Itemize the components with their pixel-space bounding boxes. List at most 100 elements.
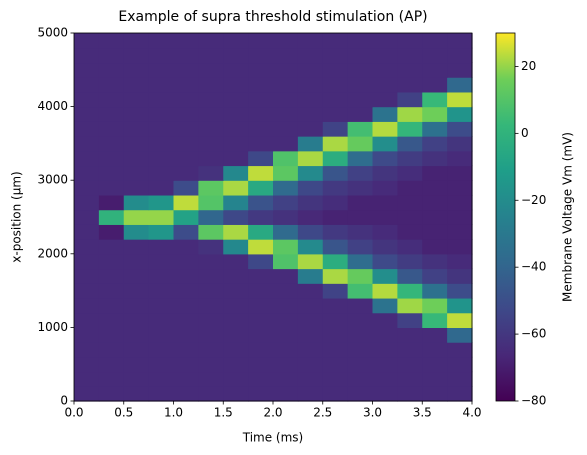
heatmap-cell [248,268,274,284]
heatmap-cell [173,253,199,270]
heatmap-cell [123,209,150,225]
heatmap-cell [347,165,374,181]
heatmap-cell [173,165,199,181]
heatmap-cell [273,150,299,167]
heatmap-cell [447,371,473,387]
heatmap-cell [397,209,423,225]
x-tick-label: 1.0 [164,406,183,420]
heatmap-cell [248,77,274,93]
heatmap-cell [447,253,473,270]
y-axis-label: x-position (µm) [10,171,24,262]
heatmap-cell [123,239,150,255]
heatmap-cell [322,283,349,299]
heatmap-cell [347,386,374,402]
heatmap-cell [173,136,199,152]
heatmap-cell [198,327,224,343]
heatmap-cell [148,62,175,78]
heatmap-cell [98,268,125,284]
heatmap-cell [223,239,249,255]
heatmap-cell [372,283,398,299]
heatmap-cell [447,224,473,240]
heatmap-cell [123,136,150,152]
heatmap-cell [98,209,125,225]
heatmap-cell [347,239,374,255]
heatmap-cell [422,283,448,299]
heatmap-cell [223,224,249,240]
heatmap-cell [148,283,175,299]
heatmap-cell [74,150,100,167]
heatmap-cell [223,386,249,402]
heatmap-cell [297,194,324,211]
heatmap-cell [372,371,398,387]
heatmap-cell [148,136,175,152]
heatmap-cell [173,47,199,64]
heatmap-cell [123,297,150,314]
x-tick-label: 2.0 [263,406,282,420]
heatmap-cell [223,47,249,64]
heatmap-cell [273,283,299,299]
heatmap-cell [173,239,199,255]
heatmap-cell [372,342,398,358]
heatmap-cell [223,312,249,328]
heatmap-cell [372,194,398,211]
heatmap-cell [123,77,150,93]
heatmap-cell [273,253,299,270]
heatmap-cell [322,62,349,78]
heatmap-cell [447,239,473,255]
heatmap-cell [198,165,224,181]
heatmap-cell [173,297,199,314]
heatmap-cell [322,386,349,402]
heatmap-cell [273,312,299,328]
heatmap-cell [347,342,374,358]
heatmap-cell [447,47,473,64]
heatmap-cell [98,386,125,402]
heatmap-cell [322,91,349,108]
heatmap-cell [422,77,448,93]
heatmap-cell [148,312,175,328]
heatmap-cell [322,371,349,387]
heatmap-cell [422,239,448,255]
heatmap-cell [297,62,324,78]
heatmap-cell [273,91,299,108]
heatmap-cell [98,342,125,358]
heatmap-cell [248,224,274,240]
heatmap-cell [397,356,423,373]
heatmap-cell [198,356,224,373]
heatmap-cell [397,47,423,64]
heatmap-cell [322,150,349,167]
heatmap-cell [422,91,448,108]
heatmap-cell [123,327,150,343]
x-tick-label: 1.5 [214,406,233,420]
heatmap-cell [148,297,175,314]
heatmap-cell [148,356,175,373]
heatmap-cell [98,150,125,167]
heatmap-cell [123,253,150,270]
heatmap-cell [422,33,448,49]
heatmap-cell [297,239,324,255]
heatmap-cell [397,239,423,255]
x-tick-label: 2.5 [313,406,332,420]
heatmap-cell [273,327,299,343]
heatmap-cell [98,224,125,240]
heatmap-cell [273,165,299,181]
heatmap-cell [248,180,274,196]
heatmap-cell [297,209,324,225]
heatmap-cell [297,180,324,196]
heatmap-cell [297,150,324,167]
heatmap-cell [74,283,100,299]
heatmap-cell [248,91,274,108]
heatmap-cell [447,62,473,78]
heatmap-cell [372,62,398,78]
colorbar-tick-label: −60 [521,327,546,341]
heatmap-cell [347,180,374,196]
heatmap-cell [248,194,274,211]
heatmap-cell [248,47,274,64]
heatmap-cell [273,180,299,196]
heatmap-cell [148,209,175,225]
heatmap-cell [422,297,448,314]
heatmap-cell [98,371,125,387]
heatmap-cell [372,150,398,167]
heatmap-cell [148,224,175,240]
y-tick-label: 4000 [37,99,68,113]
heatmap-cell [397,150,423,167]
